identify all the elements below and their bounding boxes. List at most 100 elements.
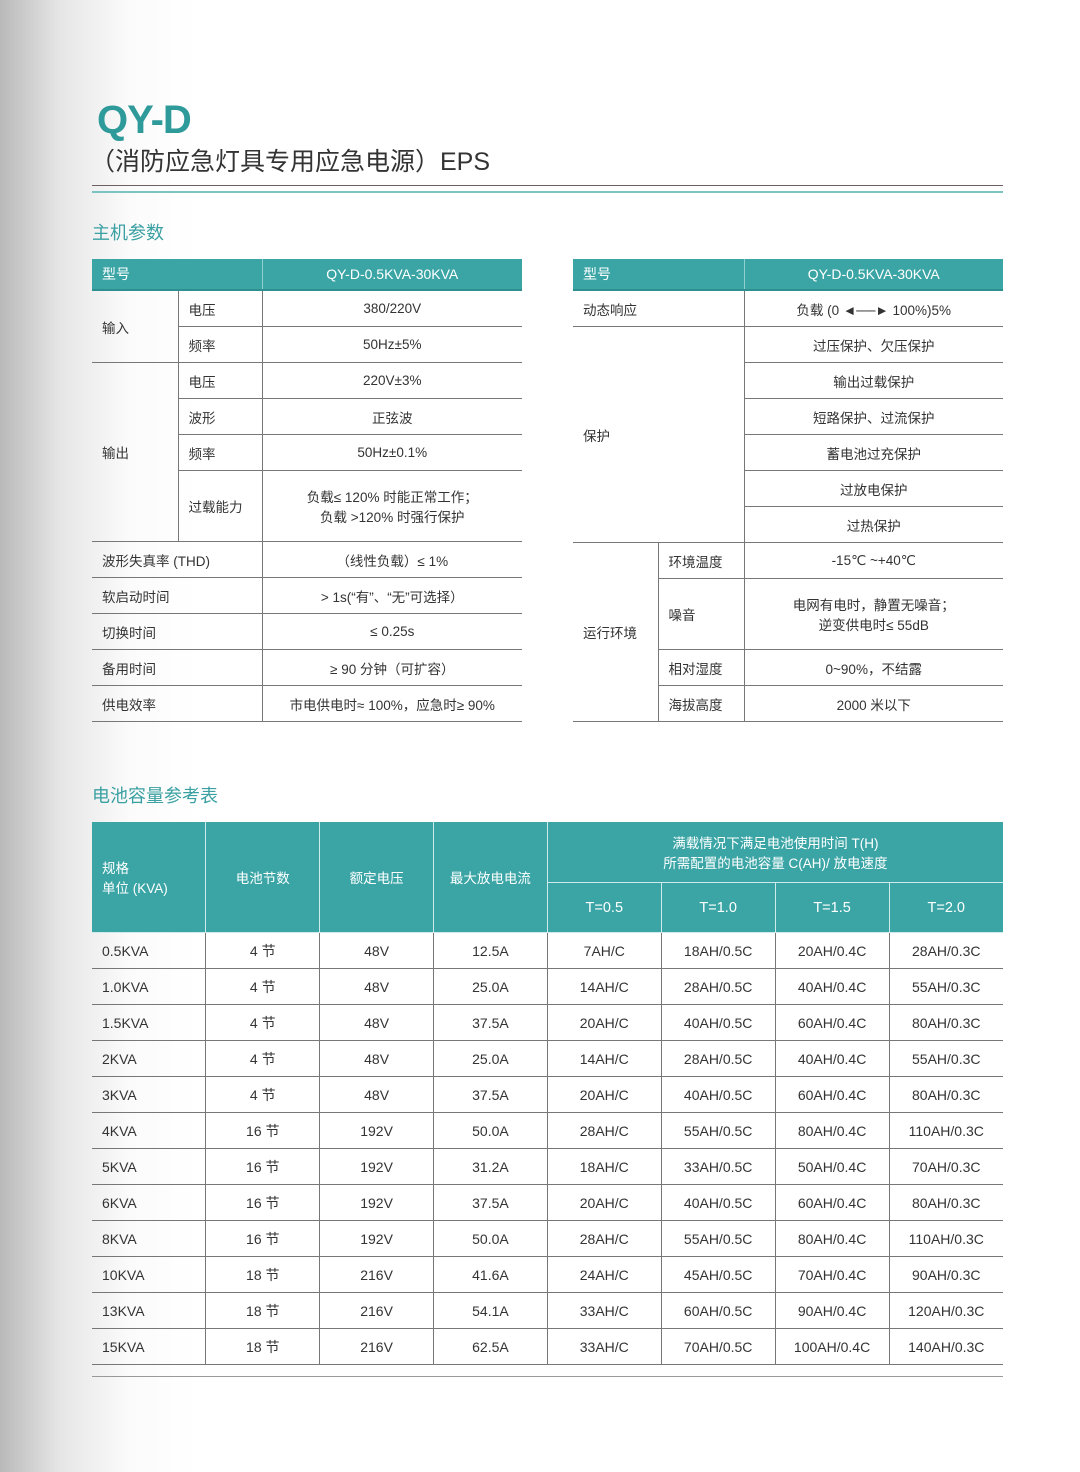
table-cell: 80AH/0.4C xyxy=(774,1220,890,1257)
row-value: 过压保护、欠压保护 xyxy=(743,326,1003,363)
table-cell: 80AH/0.3C xyxy=(888,1076,1003,1113)
table-cell: 37.5A xyxy=(433,1076,548,1113)
table-cell: 40AH/0.5C xyxy=(660,1076,776,1113)
table-cell: 20AH/0.4C xyxy=(774,932,890,969)
table-row: 备用时间 ≥ 90 分钟（可扩容） xyxy=(92,649,522,686)
table-cell: 110AH/0.3C xyxy=(888,1112,1003,1149)
table-cell: 14AH/C xyxy=(546,968,662,1005)
row-label: 电压 xyxy=(177,362,262,399)
table-cell: 16 节 xyxy=(205,1148,320,1185)
table-row: 相对湿度 0~90%，不结露 xyxy=(573,649,1003,686)
table-cell: 55AH/0.5C xyxy=(660,1112,776,1149)
table-cell: 28AH/0.3C xyxy=(888,932,1003,969)
table-cell: 18AH/0.5C xyxy=(660,932,776,969)
table-cell: 110AH/0.3C xyxy=(888,1220,1003,1257)
row-label: 备用时间 xyxy=(92,649,262,686)
table-row: 供电效率 市电供电时≈ 100%，应急时≥ 90% xyxy=(92,685,522,722)
table-cell: 28AH/0.5C xyxy=(660,968,776,1005)
row-label: 海拔高度 xyxy=(657,685,744,722)
header-label: 型号 xyxy=(573,259,744,291)
value-line: 负载 >120% 时强行保护 xyxy=(320,510,465,525)
row-value: 正弦波 xyxy=(261,398,522,435)
row-label: 电压 xyxy=(177,290,262,327)
row-value: 负载 (0 ◄──► 100%)5% xyxy=(743,290,1003,327)
table-cell: 20AH/C xyxy=(546,1184,662,1221)
table-row: 3KVA 4 节 48V 37.5A 20AH/C 40AH/0.5C 60AH/0.4C 8… xyxy=(92,1076,1003,1113)
table-cell: 1.5KVA xyxy=(92,1004,206,1041)
table-cell: 33AH/C xyxy=(546,1328,662,1365)
table-row: 蓄电池过充保护 xyxy=(573,434,1003,471)
table-cell: 70AH/0.5C xyxy=(660,1328,776,1365)
table-cell: 192V xyxy=(319,1148,434,1185)
table-cell: 80AH/0.3C xyxy=(888,1184,1003,1221)
row-label: 噪音 xyxy=(657,578,744,650)
header-line: 所需配置的电池容量 C(AH)/ 放电速度 xyxy=(663,856,888,871)
table-cell: 90AH/0.4C xyxy=(774,1292,890,1329)
table-row: 频率 50Hz±5% xyxy=(92,326,522,363)
value-line: 负载≤ 120% 时能正常工作； xyxy=(306,490,478,505)
table-cell: 60AH/0.4C xyxy=(774,1004,890,1041)
table-cell: 2KVA xyxy=(92,1040,206,1077)
table-cell: 4 节 xyxy=(205,932,320,969)
table-cell: 192V xyxy=(319,1220,434,1257)
table-cell: 24AH/C xyxy=(546,1256,662,1293)
row-value: 50Hz±0.1% xyxy=(261,434,522,471)
table-cell: 18AH/C xyxy=(546,1148,662,1185)
table-cell: 60AH/0.5C xyxy=(660,1292,776,1329)
table-row: 切换时间 ≤ 0.25s xyxy=(92,613,522,650)
table-cell: 28AH/0.5C xyxy=(660,1040,776,1077)
row-value: -15℃ ~+40℃ xyxy=(743,542,1003,579)
table-cell: 48V xyxy=(319,1040,434,1077)
table-cell: 10KVA xyxy=(92,1256,206,1293)
row-value: ≥ 90 分钟（可扩容） xyxy=(261,649,522,686)
table-row: 输出过载保护 xyxy=(573,362,1003,399)
table-header: 型号 QY-D-0.5KVA-30KVA xyxy=(573,259,1003,291)
table-cell: 12.5A xyxy=(433,932,548,969)
table-cell: 70AH/0.3C xyxy=(888,1148,1003,1185)
header-value: QY-D-0.5KVA-30KVA xyxy=(743,259,1003,291)
table-cell: 60AH/0.4C xyxy=(774,1184,890,1221)
row-label: 频率 xyxy=(177,434,262,471)
table-cell: 48V xyxy=(319,968,434,1005)
table-cell: 37.5A xyxy=(433,1184,548,1221)
page-subtitle: （消防应急灯具专用应急电源）EPS xyxy=(90,148,491,176)
row-value: （线性负载）≤ 1% xyxy=(261,541,522,578)
table-cell: 48V xyxy=(319,1076,434,1113)
table-cell: 4 节 xyxy=(205,968,320,1005)
row-label: 供电效率 xyxy=(92,685,262,722)
table-row: 2KVA 4 节 48V 25.0A 14AH/C 28AH/0.5C 40AH/0.4C 5… xyxy=(92,1040,1003,1077)
header-current: 最大放电电流 xyxy=(433,822,548,933)
header-spec: 规格 单位 (KVA) xyxy=(92,822,206,933)
table-cell: 7AH/C xyxy=(546,932,662,969)
table-row: 海拔高度 2000 米以下 xyxy=(573,685,1003,722)
table-cell: 80AH/0.3C xyxy=(888,1004,1003,1041)
table-cell: 70AH/0.4C xyxy=(774,1256,890,1293)
table-cell: 37.5A xyxy=(433,1004,548,1041)
table-cell: 60AH/0.4C xyxy=(774,1076,890,1113)
table-row: 保护 过压保护、欠压保护 xyxy=(573,326,1003,543)
row-value: 0~90%，不结露 xyxy=(743,649,1003,686)
table-row: 6KVA 16 节 192V 37.5A 20AH/C 40AH/0.5C 60AH/0.4… xyxy=(92,1184,1003,1221)
table-cell: 4 节 xyxy=(205,1004,320,1041)
table-cell: 90AH/0.3C xyxy=(888,1256,1003,1293)
table-row: 动态响应 负载 (0 ◄──► 100%)5% xyxy=(573,290,1003,327)
table-cell: 80AH/0.4C xyxy=(774,1112,890,1149)
table-row: 13KVA 18 节 216V 54.1A 33AH/C 60AH/0.5C 90AH/0.… xyxy=(92,1292,1003,1329)
row-group-label: 输入 xyxy=(92,290,178,363)
table-cell: 28AH/C xyxy=(546,1220,662,1257)
table-cell: 40AH/0.4C xyxy=(774,968,890,1005)
host-params-table-right: 型号 QY-D-0.5KVA-30KVA 动态响应 负载 (0 ◄──► 100… xyxy=(573,259,1003,722)
value-line: 逆变供电时≤ 55dB xyxy=(818,618,929,633)
table-row: 过载能力 负载≤ 120% 时能正常工作； 负载 >120% 时强行保护 xyxy=(92,470,522,542)
header-voltage: 额定电压 xyxy=(319,822,434,933)
table-cell: 4 节 xyxy=(205,1040,320,1077)
header-line: 单位 (KVA) xyxy=(102,881,168,896)
table-cell: 31.2A xyxy=(433,1148,548,1185)
divider xyxy=(92,191,1003,193)
row-label: 过载能力 xyxy=(177,470,262,542)
table-row: 软启动时间 > 1s(“有”、“无”可选择） xyxy=(92,577,522,614)
table-cell: 3KVA xyxy=(92,1076,206,1113)
table-cell: 33AH/C xyxy=(546,1292,662,1329)
value-line: 电网有电时，静置无噪音； xyxy=(792,598,955,613)
row-value: 负载≤ 120% 时能正常工作； 负载 >120% 时强行保护 xyxy=(261,470,522,542)
